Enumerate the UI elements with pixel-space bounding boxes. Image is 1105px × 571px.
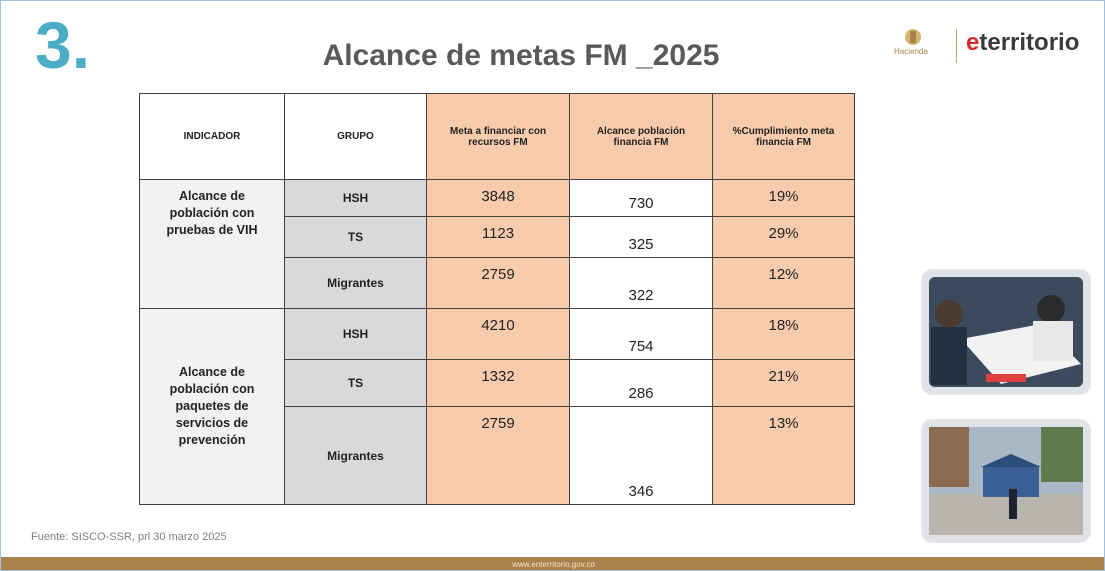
reach-cell-text: 730	[628, 195, 653, 212]
goal-cell: 1123	[426, 216, 570, 258]
group-cell-text: Migrantes	[327, 276, 384, 290]
footer-url: www.enterritorio.gov.co	[512, 560, 595, 569]
reach-cell: 346	[569, 406, 713, 505]
header-cell-text: Meta a financiar con recursos FM	[435, 126, 561, 148]
source-note: Fuente: SISCO-SSR, prl 30 marzo 2025	[31, 531, 227, 543]
reach-cell-text: 325	[628, 236, 653, 253]
goal-cell: 2759	[426, 257, 570, 309]
percent-cell-text: 29%	[768, 225, 798, 242]
reach-cell: 286	[569, 359, 713, 407]
group-cell: TS	[284, 216, 427, 258]
reach-cell-text: 754	[628, 338, 653, 355]
percent-cell: 21%	[712, 359, 855, 407]
header-cell: Meta a financiar con recursos FM	[426, 93, 570, 180]
indicator-cell: Alcance de población con pruebas de VIH	[139, 179, 285, 309]
reach-cell-text: 322	[628, 287, 653, 304]
reach-cell-text: 286	[628, 385, 653, 402]
header-cell-text: %Cumplimiento meta financia FM	[721, 126, 846, 148]
percent-cell: 19%	[712, 179, 855, 217]
group-cell-text: HSH	[343, 327, 368, 341]
group-cell: Migrantes	[284, 406, 427, 505]
header-cell-text: GRUPO	[337, 131, 374, 142]
header-cell-text: Alcance población financia FM	[578, 126, 704, 148]
goal-cell-text: 2759	[481, 266, 514, 283]
group-cell-text: HSH	[343, 191, 368, 205]
group-cell-text: TS	[348, 230, 363, 244]
brand-logo-e: e	[966, 29, 979, 56]
goal-cell-text: 1332	[481, 368, 514, 385]
goal-cell: 3848	[426, 179, 570, 217]
group-cell-text: TS	[348, 376, 363, 390]
header-cell: %Cumplimiento meta financia FM	[712, 93, 855, 180]
group-cell: HSH	[284, 308, 427, 360]
goal-cell-text: 4210	[481, 317, 514, 334]
group-cell: Migrantes	[284, 257, 427, 309]
goal-cell-text: 2759	[481, 415, 514, 432]
brand-logo-rest: territorio	[979, 29, 1079, 56]
percent-cell-text: 21%	[768, 368, 798, 385]
reach-cell: 754	[569, 308, 713, 360]
photo-testing	[921, 269, 1091, 395]
group-cell-text: Migrantes	[327, 449, 384, 463]
percent-cell-text: 12%	[768, 266, 798, 283]
header-cell-text: INDICADOR	[184, 131, 241, 142]
photo-tent	[921, 419, 1091, 543]
header-cell: GRUPO	[284, 93, 427, 180]
goal-cell-text: 1123	[482, 225, 514, 242]
percent-cell: 18%	[712, 308, 855, 360]
indicator-cell-text: Alcance de población con paquetes de ser…	[148, 364, 276, 448]
percent-cell: 12%	[712, 257, 855, 309]
group-cell: HSH	[284, 179, 427, 217]
indicator-cell: Alcance de población con paquetes de ser…	[139, 308, 285, 505]
goal-cell: 4210	[426, 308, 570, 360]
percent-cell-text: 13%	[768, 415, 798, 432]
slide: 3. Alcance de metas FM _2025 Hacienda et…	[0, 0, 1105, 571]
ministry-logo: Hacienda	[894, 47, 928, 56]
brand-logo: eterritorio	[966, 29, 1079, 57]
goal-cell: 1332	[426, 359, 570, 407]
footer-bar: www.enterritorio.gov.co	[1, 557, 1105, 571]
reach-cell: 730	[569, 179, 713, 217]
reach-cell: 325	[569, 216, 713, 258]
percent-cell-text: 19%	[768, 188, 798, 205]
percent-cell: 13%	[712, 406, 855, 505]
group-cell: TS	[284, 359, 427, 407]
header-cell: Alcance población financia FM	[569, 93, 713, 180]
percent-cell: 29%	[712, 216, 855, 258]
percent-cell-text: 18%	[768, 317, 798, 334]
header-cell: INDICADOR	[139, 93, 285, 180]
logo-divider	[956, 29, 957, 63]
goal-cell: 2759	[426, 406, 570, 505]
slide-title: Alcance de metas FM _2025	[301, 39, 741, 73]
slide-number: 3.	[35, 7, 90, 83]
indicator-cell-text: Alcance de población con pruebas de VIH	[148, 188, 276, 239]
reach-cell-text: 346	[628, 483, 653, 500]
reach-cell: 322	[569, 257, 713, 309]
crest-icon	[901, 27, 925, 47]
goal-cell-text: 3848	[481, 188, 514, 205]
